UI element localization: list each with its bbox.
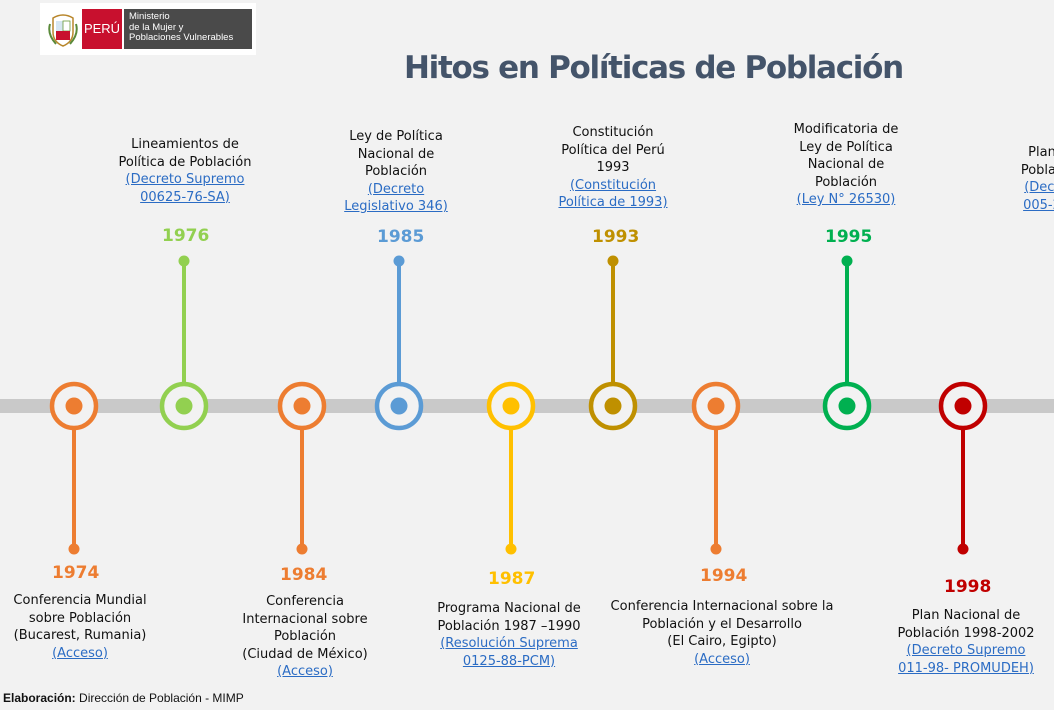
year-label-1984: 1984 [280, 565, 328, 585]
milestone-description-1993: Constitución Política del Perú 1993 (Consti… [313, 124, 913, 212]
description-line: Programa Nacional de [437, 601, 581, 616]
description-line: Constitución [572, 125, 654, 140]
description-line: Población [814, 174, 878, 190]
milestone-description-1995: Modificatoria de Ley de Política Nacional … [546, 121, 1054, 209]
description-line: Población y el Desarrollo [642, 616, 802, 632]
marker-dot-1984 [293, 397, 311, 415]
stem-dot-1987 [505, 543, 517, 555]
description-line: Lineamientos de [131, 137, 239, 152]
stem-dot-1993 [607, 255, 619, 267]
year-label-1974: 1974 [52, 563, 100, 583]
description-line: Conferencia Mundial [13, 593, 147, 608]
source-link[interactable]: (Decreto [367, 181, 425, 197]
source-link[interactable]: (Acceso) [694, 651, 750, 667]
stem-dot-1995 [841, 255, 853, 267]
source-link[interactable]: Política de 1993) [558, 195, 668, 210]
description-line: Modificatoria de [793, 122, 899, 137]
description-line: Nacional de [357, 146, 435, 162]
milestone-description-1974: Conferencia Mundial sobre Población (Bucar… [0, 592, 380, 662]
source-link[interactable]: 0125-88-PCM) [462, 653, 556, 669]
stem-dot-1994 [710, 543, 722, 555]
description-line: Plan Nacional de [911, 608, 1021, 623]
marker-dot-1993 [604, 397, 622, 415]
source-link[interactable]: (Constitución [569, 177, 657, 193]
marker-dot-1976 [175, 397, 193, 415]
description-line: Conferencia Internacional sobre la [610, 599, 834, 614]
description-line: Población [364, 164, 428, 179]
milestone-description-1976: Lineamientos de Política de Población (Dec… [0, 136, 485, 206]
ministry-logo: PERÚ Ministerio de la Mujer y Poblacione… [40, 3, 256, 55]
stem-dot-1976 [178, 255, 190, 267]
year-label-1994: 1994 [700, 566, 748, 586]
description-line: Población [273, 629, 337, 644]
year-label-1995: 1995 [825, 227, 873, 247]
stem-dot-1998 [957, 543, 969, 555]
source-link[interactable]: (Acceso) [277, 664, 333, 679]
stem-dot-1974 [68, 543, 80, 555]
source-link[interactable]: (Ley N° 26530) [796, 192, 896, 207]
description-line: Nacional de [807, 157, 885, 172]
description-line: 1993 [596, 160, 630, 175]
description-line: Ley de Política [349, 129, 443, 144]
marker-dot-1987 [502, 397, 520, 415]
milestone-description-1994: Conferencia Internacional sobre la Poblac… [422, 598, 1022, 668]
source-link[interactable]: (Decreto Supremo [125, 172, 245, 187]
source-link[interactable]: (Resolución Suprema [440, 636, 578, 651]
marker-dot-1985 [390, 397, 408, 415]
year-label-1976: 1976 [162, 226, 210, 246]
coat-of-arms-icon [48, 14, 78, 47]
peru-label: PERÚ [82, 9, 122, 49]
marker-dot-1994 [707, 397, 725, 415]
marker-dot-1998 [954, 397, 972, 415]
description-line: Conferencia [266, 594, 344, 609]
description-line: Política del Perú [561, 142, 665, 158]
stem-dot-1984 [296, 543, 308, 555]
milestone-description-partial: Plan Poblac (Decr 005-2 [742, 144, 1054, 214]
description-line: Población 1987 –1990 [437, 618, 581, 634]
description-line: (El Cairo, Egipto) [667, 634, 777, 649]
source-link[interactable]: Legislativo 346) [344, 199, 448, 214]
page-title: Hitos en Políticas de Población [404, 50, 904, 86]
year-label-1998: 1998 [944, 577, 992, 597]
description-line: Poblac [1020, 162, 1054, 178]
year-label-1987: 1987 [488, 569, 536, 589]
milestone-description-1998: Plan Nacional de Población 1998-2002 (Decr… [666, 607, 1054, 677]
source-link[interactable]: 00625-76-SA) [140, 189, 230, 205]
marker-dot-1974 [65, 397, 83, 415]
marker-dot-1995 [838, 397, 856, 415]
stem-dot-1985 [393, 255, 405, 267]
description-line: (Bucarest, Rumania) [13, 628, 147, 643]
year-label-1993: 1993 [592, 227, 640, 247]
description-line: Plan [1028, 145, 1054, 160]
description-line: sobre Población [28, 610, 132, 626]
milestone-description-1987: Programa Nacional de Población 1987 –1990… [209, 600, 809, 670]
description-line: Internacional sobre [242, 611, 368, 627]
source-link[interactable]: (Decr [1024, 180, 1054, 195]
description-line: Política de Población [118, 154, 252, 170]
source-link[interactable]: (Decreto Supremo [906, 643, 1026, 658]
year-label-1985: 1985 [377, 227, 425, 247]
milestone-description-1985: Ley de Política Nacional de Población (Decr… [96, 128, 696, 216]
footer-credit: Elaboración: Dirección de Población - MI… [3, 691, 244, 705]
ministry-name: Ministerio de la Mujer y Poblaciones Vul… [124, 9, 252, 49]
description-line: Población 1998-2002 [897, 625, 1035, 641]
milestone-description-1984: Conferencia Internacional sobre Población (… [5, 593, 605, 681]
source-link[interactable]: 011-98- PROMUDEH) [898, 660, 1034, 676]
description-line: (Ciudad de México) [242, 646, 368, 662]
source-link[interactable]: 005-2 [1023, 197, 1054, 213]
source-link[interactable]: (Acceso) [52, 645, 108, 661]
description-line: Ley de Política [799, 139, 893, 155]
